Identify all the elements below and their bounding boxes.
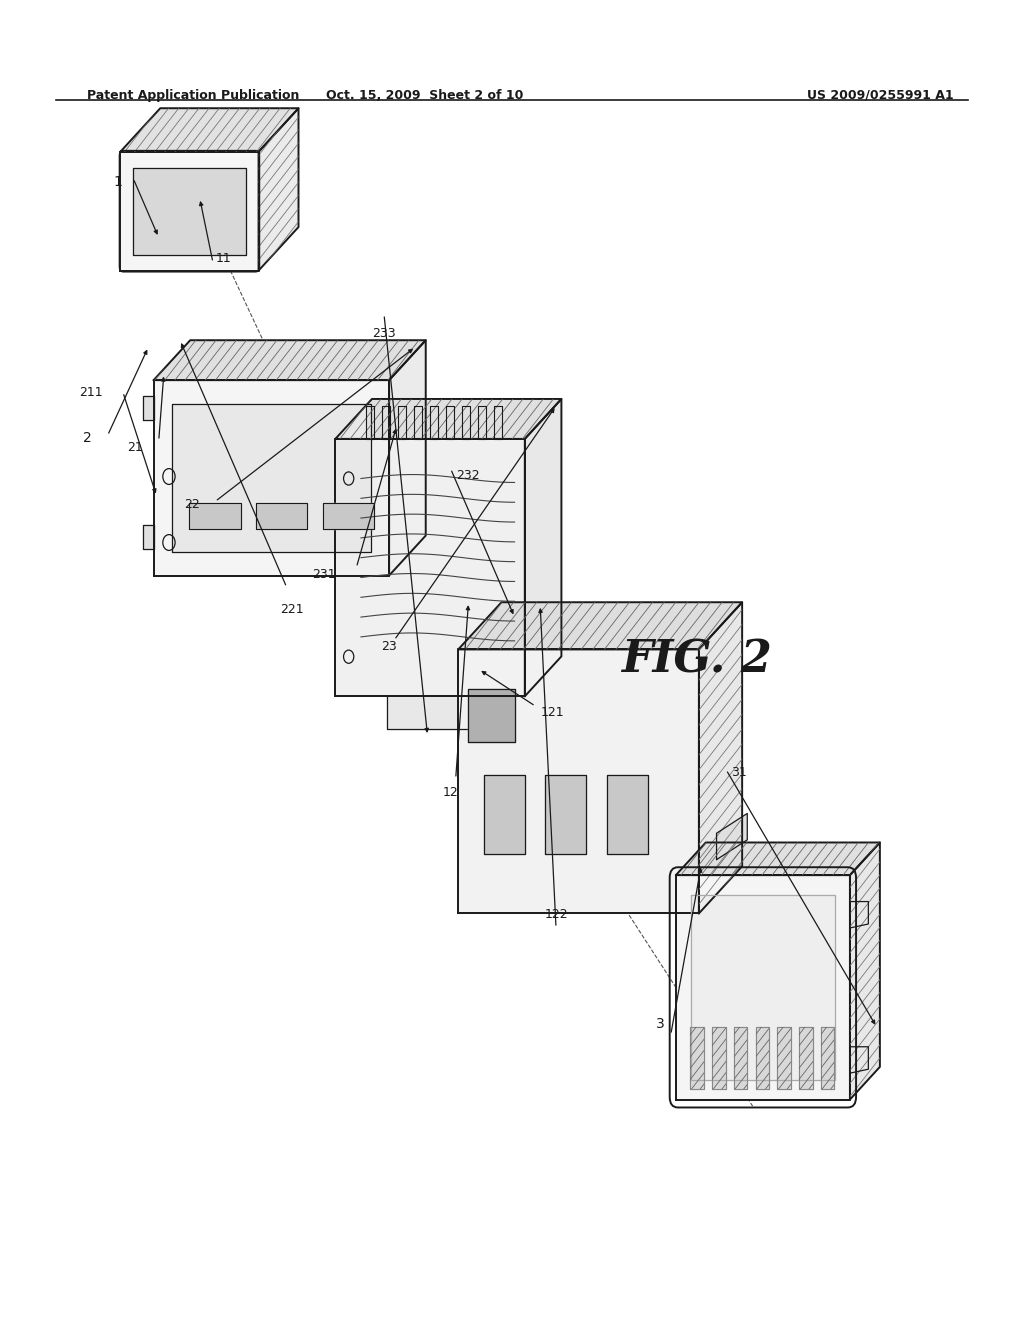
Polygon shape [336,399,561,438]
Polygon shape [483,775,524,854]
Text: Patent Application Publication: Patent Application Publication [87,88,299,102]
Polygon shape [258,108,299,271]
Polygon shape [189,503,241,529]
Polygon shape [850,902,868,928]
Polygon shape [458,649,698,913]
Polygon shape [256,503,307,529]
Text: 232: 232 [456,469,479,482]
Text: 2: 2 [83,432,92,445]
Polygon shape [691,895,835,1080]
Text: 211: 211 [79,385,102,399]
Polygon shape [367,407,375,438]
Polygon shape [382,407,390,438]
Polygon shape [154,380,389,576]
Polygon shape [458,602,742,649]
Polygon shape [143,525,154,549]
Polygon shape [414,407,422,438]
Text: 3: 3 [656,1018,665,1031]
Polygon shape [133,168,247,255]
Polygon shape [850,1047,868,1073]
Text: 11: 11 [215,252,231,265]
Text: 221: 221 [280,603,304,616]
Polygon shape [478,407,486,438]
Polygon shape [717,813,748,859]
Polygon shape [676,842,880,875]
Polygon shape [800,1027,813,1089]
Polygon shape [398,407,407,438]
Text: 121: 121 [541,706,564,719]
Polygon shape [690,1027,703,1089]
Polygon shape [676,875,850,1100]
Polygon shape [821,1027,835,1089]
Polygon shape [154,341,426,380]
Polygon shape [323,503,374,529]
Text: 233: 233 [372,327,396,341]
Polygon shape [545,775,586,854]
Polygon shape [387,697,479,730]
Polygon shape [121,152,258,271]
Text: Oct. 15, 2009  Sheet 2 of 10: Oct. 15, 2009 Sheet 2 of 10 [327,88,523,102]
Text: 231: 231 [312,568,336,581]
Polygon shape [389,341,426,576]
Text: 23: 23 [381,640,397,653]
Text: 1: 1 [114,176,122,189]
Text: US 2009/0255991 A1: US 2009/0255991 A1 [807,88,954,102]
Polygon shape [734,1027,748,1089]
Polygon shape [430,407,438,438]
Polygon shape [606,775,647,854]
Polygon shape [143,396,154,420]
Polygon shape [524,399,561,697]
Polygon shape [462,407,470,438]
Polygon shape [756,1027,769,1089]
Text: 21: 21 [128,441,143,454]
Polygon shape [850,842,880,1100]
Polygon shape [446,407,455,438]
Polygon shape [121,108,299,152]
Text: 22: 22 [184,498,200,511]
Polygon shape [777,1027,791,1089]
Text: 122: 122 [544,908,568,921]
Polygon shape [698,602,742,913]
Text: FIG. 2: FIG. 2 [621,639,772,681]
Polygon shape [172,404,371,552]
Polygon shape [468,689,514,742]
Polygon shape [336,438,524,697]
Text: 12: 12 [442,785,459,799]
Text: 31: 31 [731,766,746,779]
Polygon shape [494,407,502,438]
Polygon shape [713,1027,725,1089]
